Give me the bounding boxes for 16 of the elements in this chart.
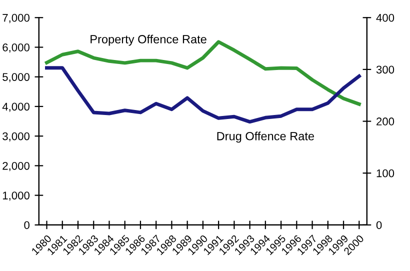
y2-tick-label: 0 bbox=[376, 221, 382, 230]
y-tick-label: 3,000 bbox=[2, 132, 30, 142]
y2-tick-label: 300 bbox=[376, 66, 394, 74]
y-tick-label: 4,000 bbox=[2, 102, 30, 112]
y2-tick-label: 400 bbox=[376, 14, 394, 22]
y-tick-label: 1,000 bbox=[2, 192, 30, 201]
y2-tick-label: 100 bbox=[376, 169, 394, 178]
series-label: Drug Offence Rate bbox=[217, 132, 314, 143]
line-series bbox=[45, 66, 361, 124]
y-tick-label: 6,000 bbox=[2, 44, 30, 53]
y2-tick-label: 200 bbox=[376, 118, 394, 126]
y-tick-label: 7,000 bbox=[2, 14, 30, 24]
series-label: Property Offence Rate bbox=[90, 34, 206, 46]
y-tick-label: 5,000 bbox=[2, 73, 30, 82]
y-tick-label: 0 bbox=[24, 221, 30, 230]
y-tick-label: 2,000 bbox=[2, 162, 30, 172]
